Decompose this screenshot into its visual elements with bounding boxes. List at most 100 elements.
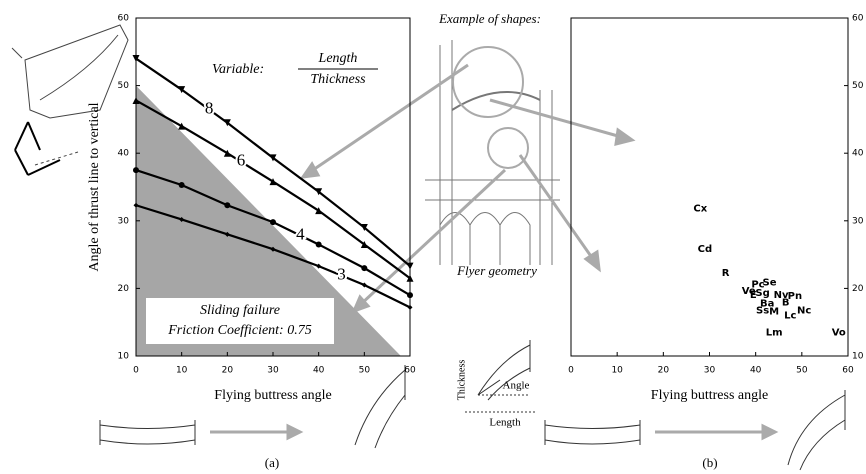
x-tick-label: 50: [359, 366, 371, 376]
marker: [224, 202, 231, 209]
illustration-title: Example of shapes:: [438, 11, 541, 26]
series-label: 6: [237, 151, 246, 170]
series-label: 3: [337, 264, 346, 283]
x-tick-label: 60: [842, 366, 854, 376]
y-tick-label: 50: [852, 81, 864, 91]
marker: [406, 262, 414, 270]
series-label: 8: [205, 98, 214, 117]
sketch: [11, 24, 129, 176]
marker: [315, 241, 322, 248]
point-label: M: [769, 306, 779, 317]
variable-numerator: Length: [318, 51, 358, 66]
x-tick-label: 30: [704, 366, 716, 376]
marker: [407, 292, 413, 299]
marker: [316, 263, 322, 269]
point-label: Pc: [751, 279, 764, 290]
y-tick-label: 30: [118, 216, 130, 226]
buttress-drawings: [99, 340, 846, 471]
x-tick-label: 20: [658, 366, 670, 376]
variable-prefix: Variable:: [212, 62, 264, 77]
marker: [360, 224, 368, 232]
point-label: Sg: [755, 288, 769, 299]
point-label: Vo: [832, 327, 846, 338]
series: 8: [132, 55, 414, 270]
failure-region: [136, 85, 401, 356]
marker: [178, 122, 186, 130]
y-axis-label: Angle of thrust line to vertical: [87, 102, 102, 271]
x-tick-label: 30: [267, 366, 279, 376]
y-tick-label: 20: [118, 284, 130, 294]
series: 3: [133, 202, 413, 310]
marker: [270, 246, 276, 252]
point-label: Pn: [788, 291, 802, 302]
marker: [223, 119, 231, 127]
illustration-caption: Flyer geometry: [456, 263, 537, 278]
marker: [179, 216, 185, 222]
marker: [407, 304, 413, 310]
marker: [315, 188, 323, 196]
marker: [361, 265, 368, 272]
marker: [406, 274, 414, 282]
series: 4: [133, 167, 413, 299]
point-label: Ve: [742, 286, 756, 297]
point-label: B: [782, 298, 790, 309]
marker: [224, 231, 230, 237]
y-tick-label: 20: [852, 284, 864, 294]
x-tick-label: 0: [133, 366, 139, 376]
point-label: Nc: [797, 306, 811, 317]
length-label: Length: [489, 417, 521, 429]
x-tick-label: 40: [750, 366, 762, 376]
arrows: [210, 63, 779, 441]
variable-denominator: Thickness: [310, 72, 366, 87]
marker: [223, 149, 231, 157]
marker: [132, 55, 140, 63]
marker: [132, 96, 140, 104]
y-tick-label: 10: [852, 352, 864, 362]
region-sublabel: Friction Coefficient: 0.75: [167, 323, 311, 338]
marker: [269, 178, 277, 186]
x-tick-label: 10: [176, 366, 188, 376]
y-tick-label: 60: [118, 14, 130, 24]
y-tick-label: 50: [118, 81, 130, 91]
x-tick-label: 40: [313, 366, 325, 376]
marker: [178, 86, 186, 94]
point-label: Lc: [784, 310, 796, 321]
series: 6: [132, 96, 414, 282]
x-tick-label: 50: [796, 366, 808, 376]
point-label: Ba: [760, 298, 774, 309]
marker: [315, 207, 323, 215]
thickness-label: Thickness: [456, 360, 467, 401]
x-tick-label: 0: [568, 366, 574, 376]
region-label-box: [146, 298, 334, 344]
y-tick-label: 60: [852, 14, 864, 24]
x-axis-label: Flying buttress angle: [214, 388, 331, 403]
marker: [133, 202, 139, 208]
point-label: E: [750, 290, 757, 301]
marker: [361, 282, 367, 288]
point-label: R: [722, 268, 730, 279]
x-tick-label: 10: [611, 366, 623, 376]
y-tick-label: 40: [118, 149, 130, 159]
y-tick-label: 30: [852, 216, 864, 226]
marker: [270, 219, 276, 226]
point-label: Cx: [693, 204, 707, 215]
y-tick-label: 40: [852, 149, 864, 159]
marker: [133, 167, 139, 174]
marker: [178, 181, 185, 188]
marker: [360, 240, 368, 248]
cathedral-image: [425, 40, 560, 265]
x-axis-label: Flying buttress angle: [651, 388, 768, 403]
point-label: Lm: [766, 327, 783, 338]
point-label: Cd: [698, 244, 713, 255]
marker: [269, 154, 277, 162]
point-label: Se: [763, 277, 777, 288]
series-label: 4: [296, 224, 305, 243]
angle-label: Angle: [503, 380, 530, 392]
y-tick-label: 10: [118, 352, 130, 362]
point-label: Nv: [774, 290, 789, 301]
x-tick-label: 20: [222, 366, 234, 376]
point-label: Ss: [756, 306, 769, 317]
panel-label: (b): [702, 455, 717, 470]
region-label: Sliding failure: [200, 303, 280, 318]
